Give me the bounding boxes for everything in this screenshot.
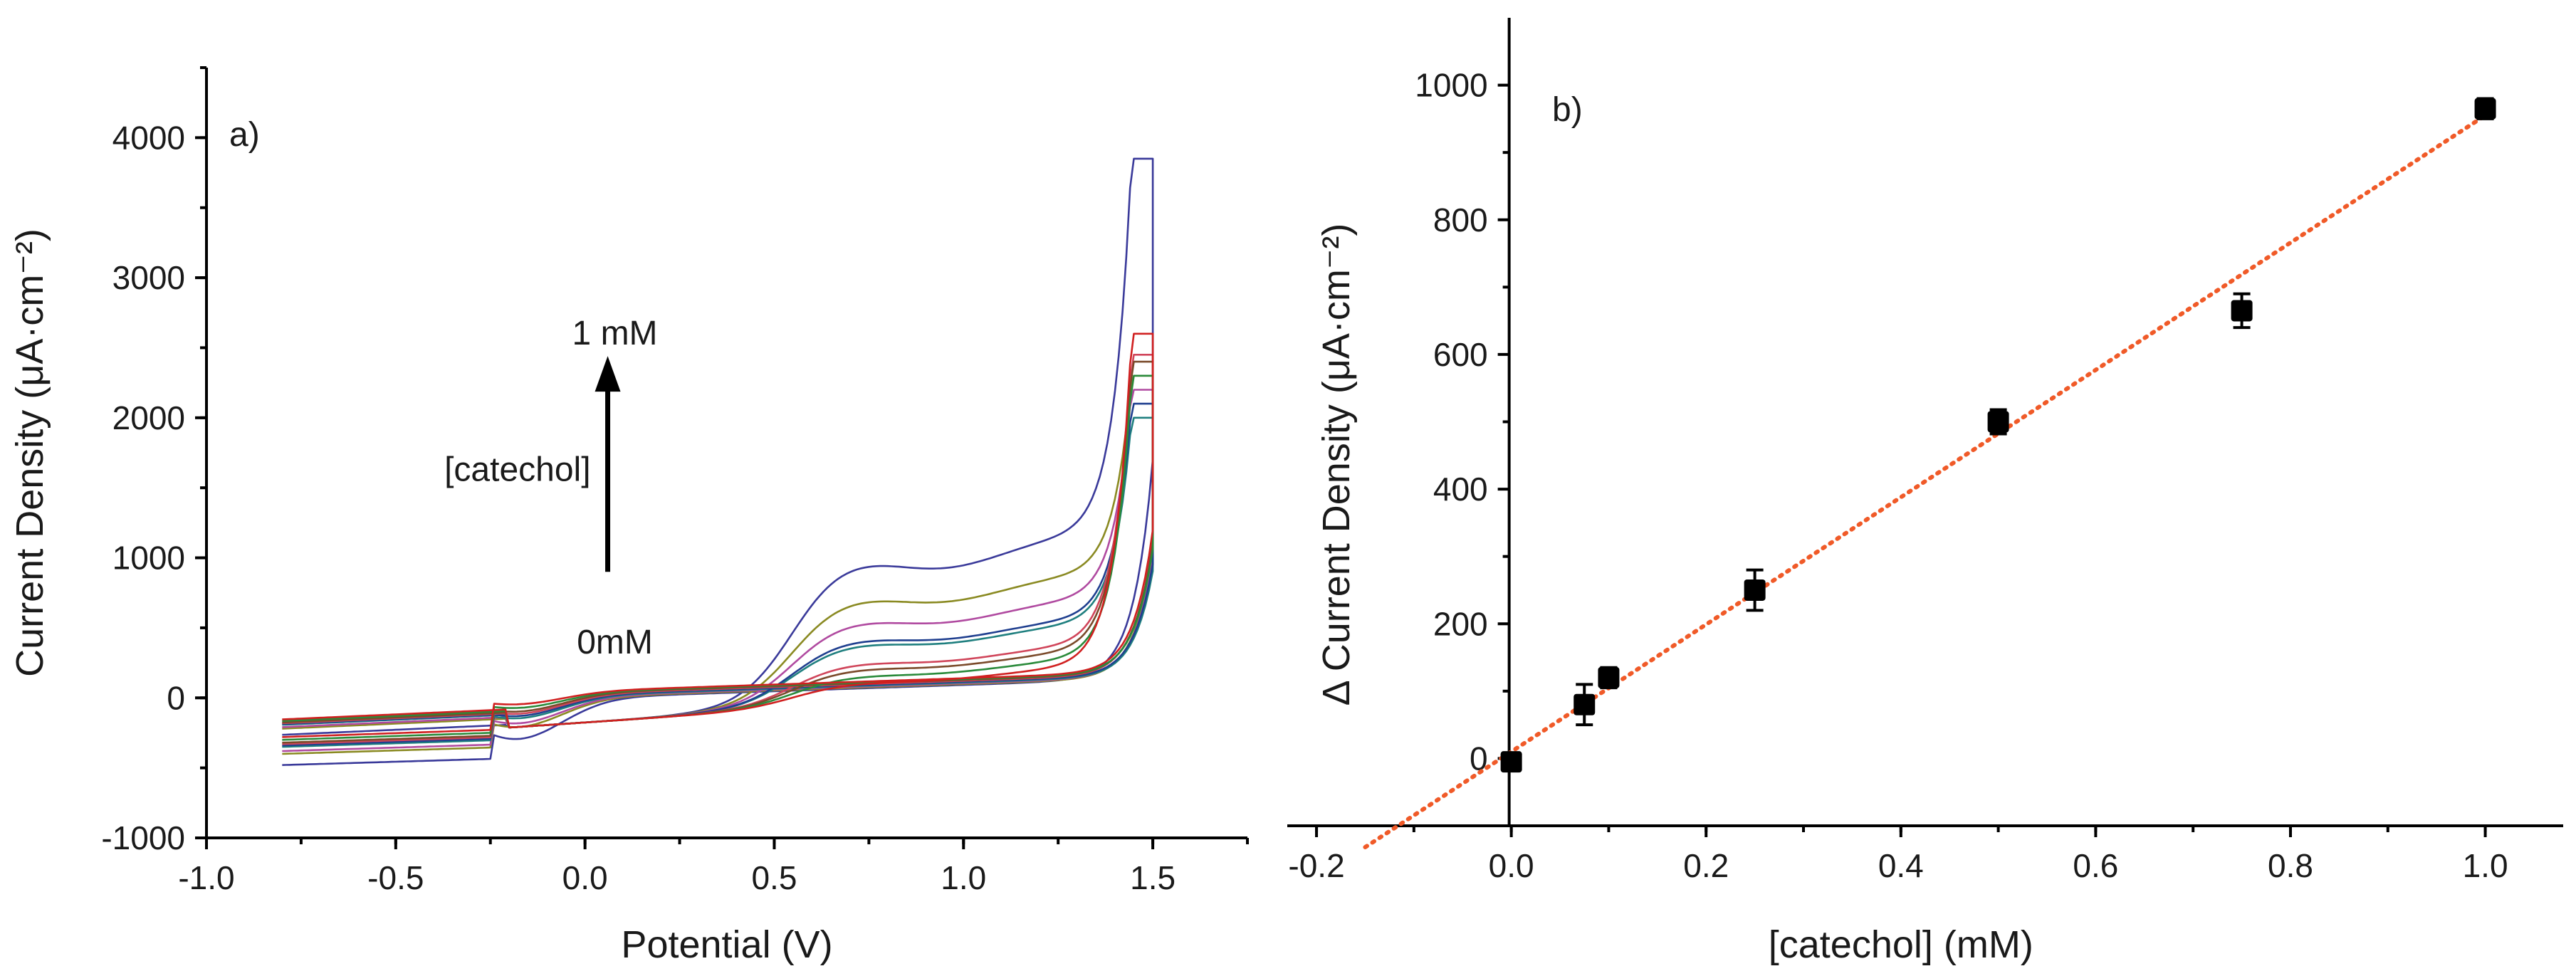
cv-curve	[282, 416, 1154, 748]
cv-curve	[282, 374, 1154, 741]
panel-b-data-points	[1500, 97, 2496, 773]
cv-curve	[282, 389, 1154, 752]
cv-curve	[282, 157, 1154, 766]
data-point	[1987, 411, 2009, 433]
data-point	[2474, 98, 2496, 120]
panel-a-x-tick-label: 0.5	[751, 859, 797, 896]
panel-a-y-tick-label: -1000	[101, 819, 185, 856]
cv-curve	[282, 402, 1154, 747]
panel-a-curves	[282, 157, 1154, 766]
panel-b-label: b)	[1552, 91, 1583, 129]
data-point	[2231, 300, 2253, 322]
panel-b: -0.2 0.0 0.2 0.4 0.6 0.8 1.0 02004006008001000…	[1287, 18, 2563, 966]
panel-b-x-tick-label: 1.0	[2463, 847, 2508, 884]
data-point	[1744, 579, 1766, 601]
panel-b-y-tick-label: 800	[1433, 201, 1488, 238]
panel-b-y-axis-title: Δ Current Density (μA·cm⁻²)	[1315, 224, 1358, 706]
panel-a: -1.0 -0.5 0.0 0.5 1.0 1.5 -1000 0 1000 2000 3000 4…	[9, 66, 1249, 966]
panel-a-x-axis-title: Potential (V)	[621, 923, 832, 966]
panel-b-x-ticks: -0.2 0.0 0.2 0.4 0.6 0.8 1.0	[1288, 826, 2508, 884]
panel-a-x-tick-label: 0.0	[562, 859, 608, 896]
cv-curve	[282, 332, 1154, 738]
panel-a-y-axis-title: Current Density (μA·cm⁻²)	[9, 229, 51, 677]
panel-a-x-tick-label: -0.5	[367, 859, 424, 896]
cv-curve	[282, 374, 1154, 755]
panel-b-y-tick-label: 1000	[1415, 67, 1487, 104]
panel-b-y-tick-label: 600	[1433, 336, 1488, 373]
panel-b-x-tick-label: 0.8	[2268, 847, 2313, 884]
panel-a-x-ticks: -1.0 -0.5 0.0 0.5 1.0 1.5	[178, 838, 1249, 896]
panel-a-y-tick-label: 2000	[112, 399, 185, 436]
panel-b-x-tick-label: 0.6	[2073, 847, 2118, 884]
annotation-bottom: 0mM	[577, 624, 653, 661]
data-point	[1500, 751, 1522, 773]
panel-b-x-tick-label: 0.0	[1489, 847, 1534, 884]
annotation-top: 1 mM	[572, 315, 658, 352]
panel-a-x-tick-label: -1.0	[178, 859, 234, 896]
panel-b-x-tick-label: 0.2	[1683, 847, 1729, 884]
panel-b-x-tick-label: 0.4	[1878, 847, 1924, 884]
panel-a-y-tick-label: 0	[167, 679, 185, 716]
annotation-middle: [catechol]	[444, 451, 590, 489]
panel-b-x-axis-title: [catechol] (mM)	[1769, 923, 2033, 966]
panel-a-y-tick-label: 4000	[112, 119, 185, 156]
panel-b-x-tick-label: -0.2	[1288, 847, 1344, 884]
panel-a-annotation: 1 mM [catechol] 0mM	[444, 315, 657, 661]
data-point	[1574, 693, 1596, 715]
panel-a-y-ticks: -1000 0 1000 2000 3000 4000	[101, 66, 206, 856]
panel-a-label: a)	[229, 116, 260, 154]
panel-a-x-tick-label: 1.0	[941, 859, 986, 896]
panel-a-y-tick-label: 3000	[112, 259, 185, 296]
panel-b-y-tick-label: 200	[1433, 605, 1488, 642]
panel-b-y-tick-label: 400	[1433, 471, 1488, 508]
panel-a-y-tick-label: 1000	[112, 540, 185, 577]
data-point	[1598, 666, 1620, 688]
arrow-head-icon	[595, 356, 621, 392]
linear-fit-line	[1363, 113, 2488, 850]
panel-a-x-tick-label: 1.5	[1130, 859, 1176, 896]
